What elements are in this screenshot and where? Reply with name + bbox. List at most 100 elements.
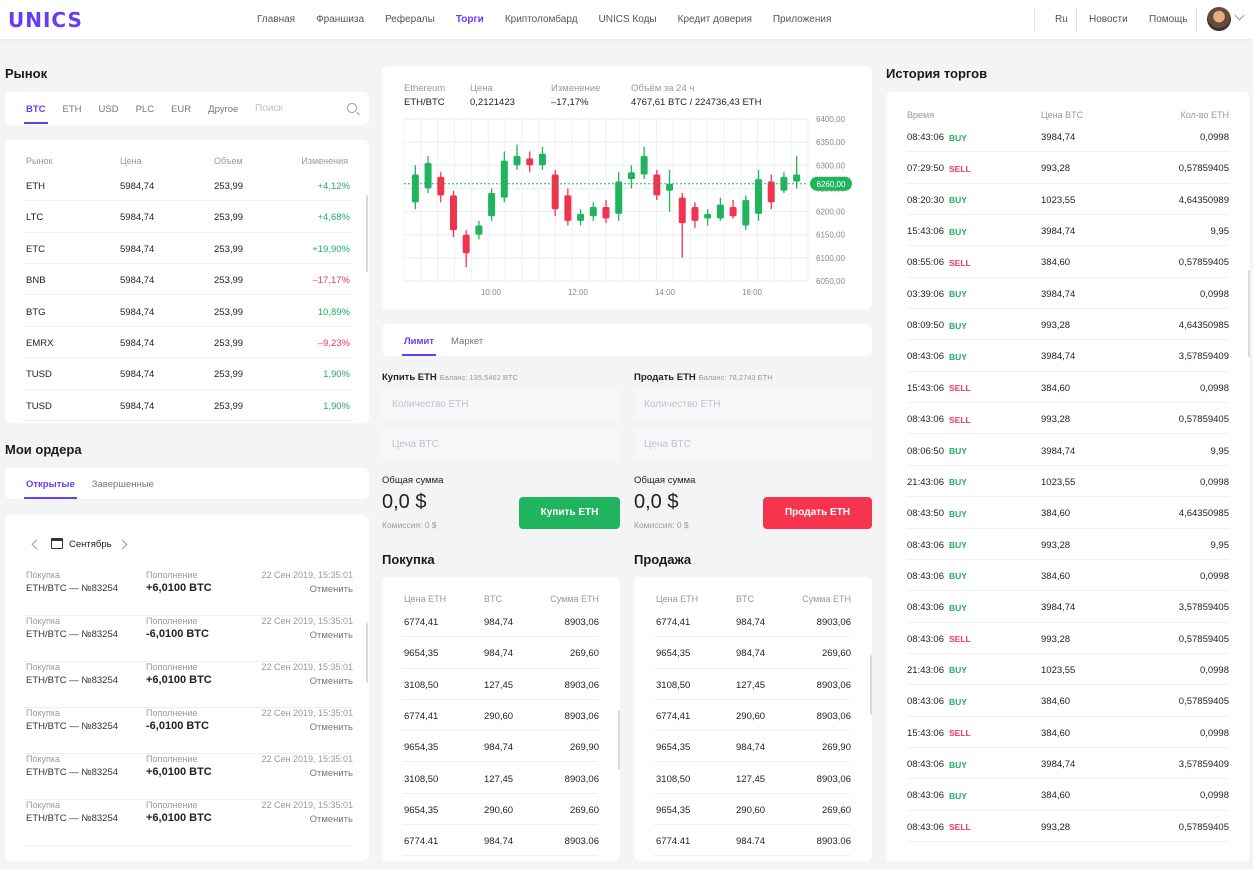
book-sum: 8903,06: [564, 773, 599, 785]
history-time: 21:43:06: [907, 664, 944, 676]
scrollbar[interactable]: [870, 655, 872, 715]
lang-switch[interactable]: Ru: [1055, 14, 1068, 25]
market-tab-5[interactable]: Другое: [208, 104, 239, 115]
book-col: Цена ETH: [404, 594, 447, 604]
avatar[interactable]: [1207, 7, 1231, 31]
market-row[interactable]: LTC 5984,74 253,99 +4,68%: [23, 201, 353, 233]
next-month-icon[interactable]: [117, 539, 128, 550]
book-row[interactable]: 9654,35 984,74 269,90: [402, 731, 599, 763]
book-btc: 127,45: [484, 679, 514, 691]
market-table: Рынок Цена Объем Изменения ETH 5984,74 253…: [5, 140, 369, 423]
book-row[interactable]: 6774,41 290,60 8903,06: [402, 700, 599, 732]
order-item: Покупка ETH/BTC — №83254 Пополнение +6,0100…: [23, 662, 353, 708]
nav-link-7[interactable]: Приложения: [772, 14, 832, 25]
market-row[interactable]: ETH 5984,74 253,99 +4,12%: [23, 170, 353, 202]
nav-link-4[interactable]: Криптоломбард: [504, 14, 578, 25]
order-date: 22 Сен 2019, 15:35:01: [261, 616, 353, 626]
candle-body: [449, 195, 457, 231]
book-price: 9654,35: [404, 648, 439, 660]
scrollbar[interactable]: [1248, 270, 1250, 357]
search-icon[interactable]: [347, 103, 357, 113]
search-input[interactable]: Поиск: [255, 103, 283, 114]
trade-tab-1[interactable]: Маркет: [451, 336, 484, 347]
nav-link-3[interactable]: Торги: [455, 14, 484, 25]
sell-qty-input[interactable]: Количество ETH: [634, 388, 872, 421]
history-row: 15:43:06 BUY 3984,74 9,95: [907, 215, 1229, 247]
chevron-down-icon[interactable]: [1234, 10, 1245, 21]
nav-link-5[interactable]: UNICS Коды: [598, 14, 657, 25]
market-row[interactable]: ETC 5984,74 253,99 +19,90%: [23, 233, 353, 265]
book-row[interactable]: 3108,50 127,45 8903,06: [654, 669, 851, 700]
nav-link-2[interactable]: Рефералы: [385, 14, 435, 25]
market-row[interactable]: TUSD 5984,74 253,99 1,90%: [23, 390, 353, 422]
book-btc: 127,45: [736, 773, 766, 785]
book-row[interactable]: 3108,50 127,45 8903,06: [402, 763, 599, 794]
nav-news[interactable]: Новости: [1089, 14, 1128, 25]
market-tab-4[interactable]: EUR: [171, 104, 192, 115]
market-row[interactable]: BTG 5984,74 253,99 10,89%: [23, 296, 353, 327]
buy-price-input[interactable]: Цена BTC: [382, 428, 620, 461]
book-row[interactable]: 6774,41 984,74 8903,06: [402, 606, 599, 638]
book-row[interactable]: 9654,35 290,60 269,60: [402, 794, 599, 826]
order-amount: +6,0100 BTC: [146, 766, 212, 778]
history-qty: 0,57859405: [1178, 414, 1229, 426]
book-row[interactable]: 6774,41 984,74 8903,06: [654, 606, 851, 638]
candle-body: [526, 158, 534, 166]
cancel-order-button[interactable]: Отменить: [309, 722, 353, 733]
month-label[interactable]: Сентябрь: [69, 539, 112, 550]
cancel-order-button[interactable]: Отменить: [309, 676, 353, 687]
book-row[interactable]: 6774.41 984.74 8903.06: [402, 825, 599, 857]
buy-qty-input[interactable]: Количество ETH: [382, 388, 620, 421]
candle-body: [627, 172, 635, 180]
cancel-order-button[interactable]: Отменить: [309, 768, 353, 779]
book-row[interactable]: 6774.41 984.74 8903.06: [654, 825, 851, 857]
market-row[interactable]: BNB 5984,74 253,99 –17,17%: [23, 264, 353, 296]
market-tab-0[interactable]: BTC: [24, 104, 48, 124]
book-row[interactable]: 9654,35 984,74 269,60: [402, 637, 599, 669]
market-row[interactable]: EMRX 5984,74 253,99 –9,23%: [23, 327, 353, 359]
scrollbar[interactable]: [366, 623, 368, 683]
sell-price-input[interactable]: Цена BTC: [634, 428, 872, 461]
candle-body: [602, 206, 610, 219]
book-row[interactable]: 9654,35 290,60 269,60: [654, 794, 851, 826]
logo[interactable]: UNICS: [8, 8, 83, 32]
book-row[interactable]: 3108,50 127,45 8903,06: [402, 669, 599, 700]
buy-sum: 0,0 $: [382, 491, 427, 513]
cancel-order-button[interactable]: Отменить: [309, 630, 353, 641]
candlestick-chart[interactable]: 6400,006350,006300,006250,006200,006150,…: [382, 66, 872, 309]
chart-price: 0,2121423: [470, 97, 515, 108]
nav-help[interactable]: Помощь: [1149, 14, 1188, 25]
orders-tab-1[interactable]: Завершенные: [91, 479, 154, 490]
market-tab-1[interactable]: ETH: [62, 104, 82, 115]
orders-tab-0[interactable]: Открытые: [24, 479, 77, 499]
market-row[interactable]: TUSD 5984,74 253,99 1,90%: [23, 358, 353, 390]
market-price: 5984,74: [120, 400, 155, 412]
candle-body: [589, 206, 597, 217]
sell-eth-button[interactable]: Продать ETH: [763, 497, 872, 529]
book-row[interactable]: 9654,35 984,74 269,60: [654, 637, 851, 669]
book-btc: 984,74: [736, 648, 766, 660]
history-title: История торгов: [886, 66, 988, 81]
trade-tab-0[interactable]: Лимит: [401, 336, 437, 356]
cancel-order-button[interactable]: Отменить: [309, 814, 353, 825]
book-btc: 984.74: [736, 836, 766, 848]
scrollbar[interactable]: [618, 710, 620, 770]
buy-eth-button[interactable]: Купить ETH: [519, 497, 620, 529]
cancel-order-button[interactable]: Отменить: [309, 584, 353, 595]
nav-link-1[interactable]: Франшиза: [316, 14, 365, 25]
book-row[interactable]: 3108,50 127,45 8903,06: [654, 763, 851, 794]
history-price: 993,28: [1041, 633, 1071, 645]
history-qty: 0,0998: [1199, 132, 1229, 143]
history-time: 08:43:06: [907, 790, 944, 802]
order-date: 22 Сен 2019, 15:35:01: [261, 662, 353, 672]
book-row[interactable]: 9654,35 984,74 269,90: [654, 731, 851, 763]
sell-fee: Комиссия: 0 $: [634, 520, 689, 530]
nav-link-0[interactable]: Главная: [257, 14, 296, 25]
scrollbar[interactable]: [366, 195, 368, 272]
market-volume: 253,99: [214, 400, 244, 412]
market-tab-2[interactable]: USD: [98, 104, 119, 115]
book-row[interactable]: 6774,41 290,60 8903,06: [654, 700, 851, 732]
nav-link-6[interactable]: Кредит доверия: [677, 14, 752, 25]
prev-month-icon[interactable]: [31, 539, 42, 550]
market-tab-3[interactable]: PLC: [135, 104, 155, 115]
